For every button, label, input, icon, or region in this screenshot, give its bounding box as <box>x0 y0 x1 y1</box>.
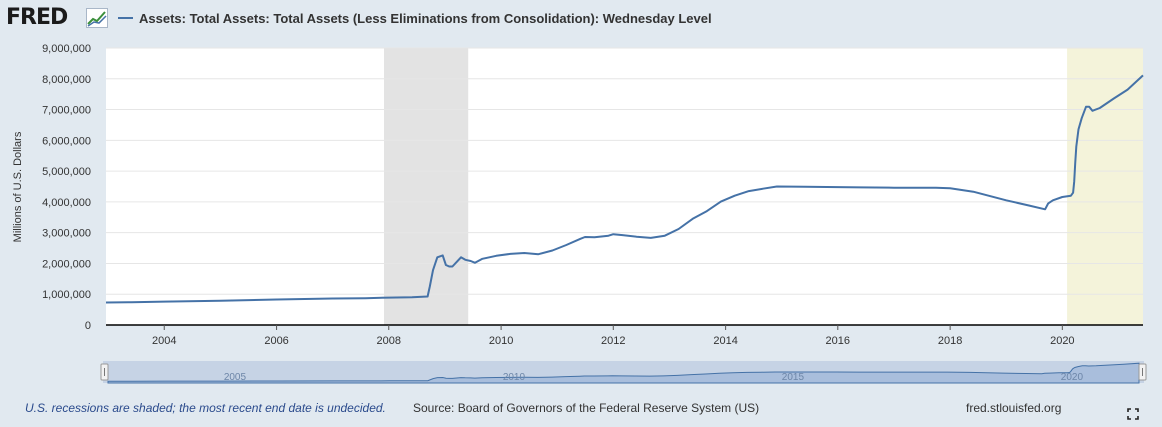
x-tick-label: 2018 <box>938 335 962 347</box>
recession-note: U.S. recessions are shaded; the most rec… <box>25 401 386 415</box>
series-line[interactable] <box>105 74 1144 304</box>
navigator-series <box>107 362 1140 384</box>
x-tick-label: 2010 <box>489 335 513 347</box>
chart-header: FRED Assets: Total Assets: Total Assets … <box>0 0 1162 40</box>
y-tick-label: 9,000,000 <box>42 43 91 55</box>
y-tick-label: 4,000,000 <box>42 197 91 209</box>
y-tick-label: 7,000,000 <box>42 105 91 117</box>
legend[interactable]: Assets: Total Assets: Total Assets (Less… <box>118 11 712 26</box>
fred-logo[interactable]: FRED <box>6 5 68 30</box>
y-axis-label: Millions of U.S. Dollars <box>12 131 24 242</box>
x-tick-label: 2008 <box>377 335 401 347</box>
series-lines <box>105 74 1144 304</box>
legend-swatch <box>118 16 133 19</box>
x-tick-label: 2004 <box>152 335 176 347</box>
navigator-label: 2010 <box>503 372 526 383</box>
x-tick-label: 2006 <box>264 335 288 347</box>
y-tick-label: 1,000,000 <box>42 289 91 301</box>
recession-band <box>383 48 469 325</box>
chart-area[interactable]: 0 1,000,000 2,000,000 3,000,000 4,000,000 5,0… <box>0 0 1162 400</box>
y-tick-label: 8,000,000 <box>42 74 91 86</box>
x-tick-label: 2012 <box>601 335 625 347</box>
source-text: Source: Board of Governors of the Federa… <box>413 401 760 415</box>
recession-bands <box>383 48 1143 325</box>
y-tick-labels: 0 1,000,000 2,000,000 3,000,000 4,000,000 5,0… <box>42 43 91 332</box>
recession-band <box>1067 48 1143 325</box>
x-tick-label: 2014 <box>713 335 737 347</box>
x-tick-labels: 2004 2006 2008 2010 2012 2014 2016 2018 2020 <box>152 325 1075 347</box>
navigator-area <box>107 362 1140 384</box>
fullscreen-icon[interactable] <box>1127 408 1139 420</box>
x-tick-label: 2016 <box>826 335 850 347</box>
navigator-label: 2015 <box>782 372 805 383</box>
range-navigator[interactable]: 2005 2010 2015 2020 <box>100 361 1147 384</box>
site-link[interactable]: fred.stlouisfed.org <box>966 401 1062 415</box>
x-tick-label: 2020 <box>1050 335 1074 347</box>
y-tick-label: 6,000,000 <box>42 135 91 147</box>
gridlines <box>106 47 1143 295</box>
y-tick-label: 0 <box>85 320 91 332</box>
legend-series-name: Assets: Total Assets: Total Assets (Less… <box>139 11 712 26</box>
fred-chart-icon <box>86 8 108 28</box>
navigator-label: 2005 <box>224 372 247 383</box>
navigator-label: 2020 <box>1061 372 1084 383</box>
navigator-labels: 2005 2010 2015 2020 <box>224 372 1084 383</box>
y-tick-label: 2,000,000 <box>42 258 91 270</box>
y-tick-label: 5,000,000 <box>42 166 91 178</box>
plot-background <box>106 48 1143 325</box>
y-tick-label: 3,000,000 <box>42 228 91 240</box>
